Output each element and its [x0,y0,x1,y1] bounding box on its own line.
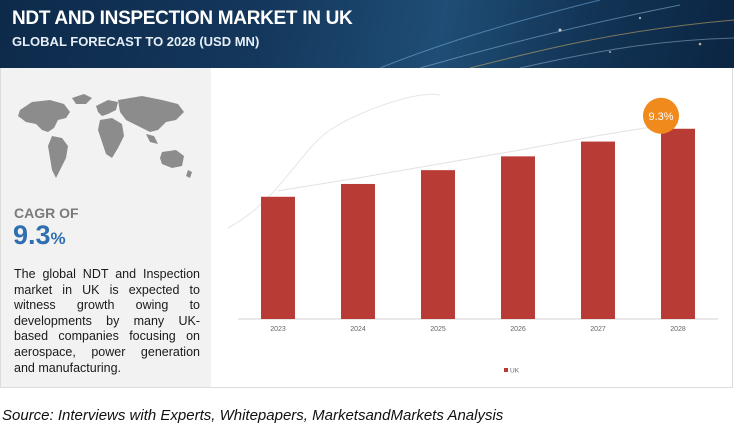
bar-2028 [661,128,695,319]
page-title: NDT AND INSPECTION MARKET IN UK [12,8,353,29]
header-decoration [379,0,734,68]
x-tick-label: 2027 [590,326,606,333]
cagr-value: 9.3% [13,220,66,251]
page-subtitle: GLOBAL FORECAST TO 2028 (USD MN) [12,34,260,49]
cagr-badge-label: 9.3% [648,111,673,123]
bar-2024 [341,183,375,319]
x-tick-label: 2025 [430,326,446,333]
x-tick-label: 2023 [270,326,286,333]
cagr-badge [643,97,679,134]
market-description: The global NDT and Inspection market in … [14,267,200,375]
x-tick-label: 2026 [510,326,526,333]
decorative-swoosh [227,93,441,229]
x-tick-label: 2024 [350,326,366,333]
bar-2025 [421,170,455,319]
bar-2026 [501,156,535,319]
source-note: Source: Interviews with Experts, Whitepa… [2,407,504,424]
content-frame [0,68,733,388]
x-tick-label: 2028 [670,326,686,333]
cagr-label: CAGR OF [14,205,79,221]
header-banner: NDT AND INSPECTION MARKET IN UK GLOBAL F… [0,0,734,68]
trend-line [277,122,679,192]
legend-swatch [504,368,508,372]
cagr-number: 9.3 [13,220,51,250]
bar-2027 [581,141,615,319]
legend-label: UK [510,368,520,375]
world-map-icon [18,94,192,178]
bar-2023 [261,196,295,319]
cagr-unit: % [50,229,66,248]
